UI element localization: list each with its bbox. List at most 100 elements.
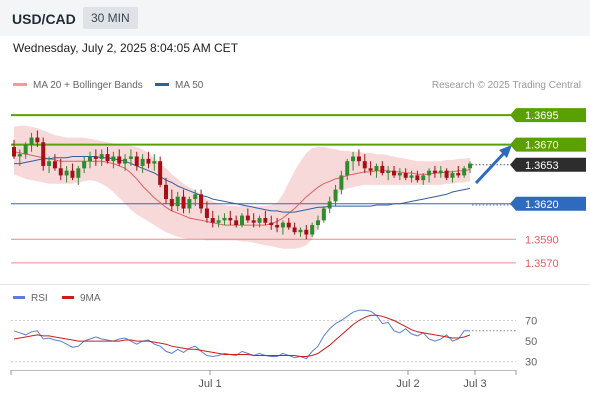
header-bar: USD/CAD 30 MIN [0,0,590,36]
candle-body [181,196,186,209]
candle-body [333,189,338,202]
candle-body [432,170,437,174]
bollinger-band [14,125,470,249]
candle-body [421,175,426,181]
candle-body [17,154,22,157]
candle-body [362,161,367,169]
x-tick-label: Jul 3 [463,378,486,390]
candle-body [280,222,285,228]
candle-body [275,225,280,228]
candle-body [403,173,408,178]
candle-body [222,217,227,221]
candle-body [58,168,63,176]
candle-body [468,163,472,169]
candle-body [374,165,379,171]
timestamp: Wednesday, July 2, 2025 8:04:05 AM CET [13,41,239,55]
candle-body [415,175,420,181]
candle-body [462,168,467,176]
candle-body [321,208,326,221]
candle-body [368,168,373,171]
candle-body [380,165,385,174]
candle-body [175,196,180,207]
candle-body [12,147,16,157]
candle-body [117,156,122,164]
candle-body [47,161,52,166]
x-tick-label: Jul 2 [396,378,419,390]
candle-body [88,156,92,162]
candle-body [123,158,128,164]
candle-body [339,175,344,190]
legend-ma20: MA 20 + Bollinger Bands [13,80,143,91]
level-label-bg-resistance [510,137,586,152]
candle-body [298,229,303,233]
candle-body [140,158,145,166]
ma20-swatch [13,82,27,86]
timeframe-button[interactable]: 30 MIN [83,7,138,29]
candle-body [199,194,204,209]
ma50-swatch [155,82,169,86]
candle-body [257,217,262,223]
level-label-minor_support: 1.3570 [525,258,559,270]
candle-body [111,156,116,162]
candle-body [204,208,209,218]
legend-ma50: MA 50 [155,80,203,91]
candle-body [23,144,28,155]
candle-body [29,137,34,145]
level-label-bg-support [510,196,586,211]
symbol-title: USD/CAD [12,11,76,27]
candle-body [351,156,356,162]
candle-body [128,156,133,159]
candle-body [304,229,309,235]
level-label-bg-resistance [510,108,586,123]
candle-body [292,227,297,233]
forecast-arrowhead [499,145,512,158]
candle-body [316,220,320,226]
rsi-line [13,309,470,360]
legend-rsi-ma-label: 9MA [80,293,101,304]
candle-body [146,158,151,164]
rsi-tick-label: 30 [525,357,537,369]
candle-body [450,173,455,178]
candle-body [152,161,157,164]
legend-rsi-label: RSI [31,293,48,304]
candle-body [105,154,110,162]
level-label-bg-current [510,157,586,172]
candle-body [164,184,168,200]
candle-body [99,154,104,159]
x-tick-label: Jul 1 [198,378,221,390]
candle-body [70,170,75,178]
rsi-ma-line [13,314,471,357]
candle-body [392,170,396,176]
candle-body [82,161,87,169]
candle-body [93,156,98,159]
level-label-resistance: 1.3670 [525,140,559,152]
candle-body [210,217,215,223]
rsi-tick-label: 50 [525,336,537,348]
rsi-swatch [13,295,25,299]
candle-body [64,170,69,176]
candle-body [234,220,239,226]
level-label-current: 1.3653 [525,160,559,172]
candle-body [269,222,274,226]
rsi-ma-swatch [62,295,74,299]
candle-body [76,168,81,178]
rsi-tick-label: 70 [525,315,537,327]
candle-body [52,161,57,169]
candle-body [397,173,402,176]
candle-body [35,137,40,143]
level-label-minor_support: 1.3590 [525,234,559,246]
candle-body [228,217,233,221]
candle-body [263,217,268,223]
level-label-support: 1.3620 [525,199,559,211]
candle-body [187,199,192,209]
candle-body [134,156,139,166]
candle-body [216,220,221,223]
candle-body [240,215,244,226]
candle-body [345,161,350,176]
candle-body [310,225,315,235]
candle-body [327,201,332,209]
legend-rsi-ma: 9MA [62,293,101,304]
candle-body [456,173,461,176]
candle-body [286,222,291,228]
